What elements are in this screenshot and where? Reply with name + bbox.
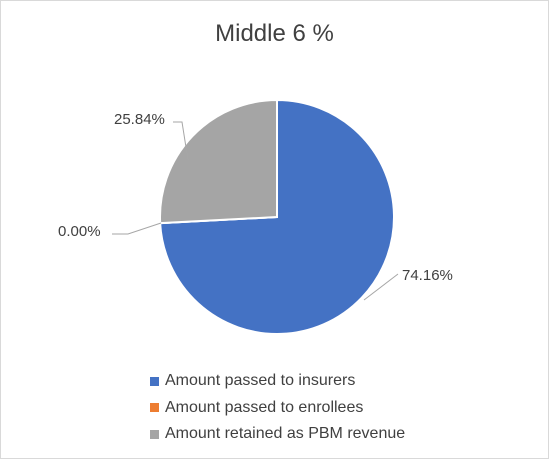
leader-line-2 xyxy=(173,121,189,161)
legend-item-insurers: Amount passed to insurers xyxy=(150,368,405,395)
legend-label: Amount passed to insurers xyxy=(165,372,356,390)
legend-label: Amount passed to enrollees xyxy=(165,398,364,416)
chart-title: Middle 6 % xyxy=(215,20,334,47)
leader-line-1 xyxy=(112,222,162,235)
data-label-2: 25.84% xyxy=(114,111,165,128)
pie-slice-2 xyxy=(159,98,278,225)
legend-swatch xyxy=(150,403,159,413)
data-label-0: 74.16% xyxy=(402,267,453,284)
legend-item-enrollees: Amount passed to enrollees xyxy=(150,395,405,422)
leader-line-0 xyxy=(363,273,399,301)
legend-label: Amount retained as PBM revenue xyxy=(165,425,406,443)
data-label-1: 0.00% xyxy=(58,223,101,240)
legend-swatch xyxy=(150,429,159,439)
legend: Amount passed to insurers Amount passed … xyxy=(150,368,405,448)
legend-swatch xyxy=(150,376,159,386)
legend-item-pbm-revenue: Amount retained as PBM revenue xyxy=(150,421,405,448)
